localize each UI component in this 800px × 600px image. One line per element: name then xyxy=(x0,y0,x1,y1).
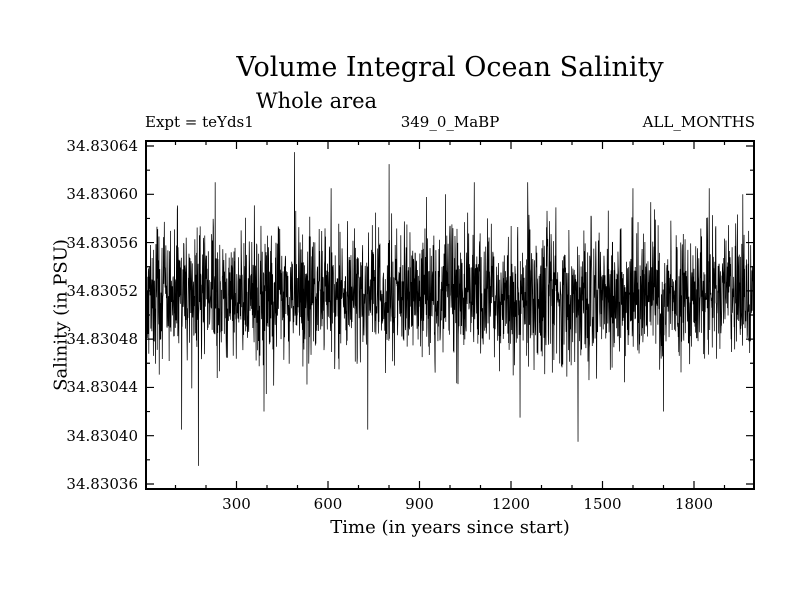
x-tick-label: 1500 xyxy=(583,495,622,513)
y-tick-label: 34.83052 xyxy=(66,281,138,300)
x-tick-label: 1200 xyxy=(491,495,531,513)
y-tick-label: 34.83036 xyxy=(66,474,138,493)
y-tick-label: 34.83064 xyxy=(66,137,138,156)
chart-title: Volume Integral Ocean Salinity xyxy=(236,52,664,83)
experiment-label: Expt = teYds1 xyxy=(145,113,254,131)
salinity-timeseries-plot xyxy=(145,140,755,490)
x-tick-label: 600 xyxy=(313,495,343,513)
y-tick-label: 34.83048 xyxy=(66,330,138,349)
y-tick-label: 34.83044 xyxy=(66,378,138,397)
x-tick-label: 900 xyxy=(405,495,434,513)
x-axis-title: Time (in years since start) xyxy=(330,517,570,538)
y-tick-label: 34.83060 xyxy=(66,185,138,204)
x-tick-label: 1800 xyxy=(674,495,714,513)
y-axis-title: Salinity (in PSU) xyxy=(50,239,72,391)
dataset-label: 349_0_MaBP xyxy=(400,113,500,131)
y-tick-label: 34.83040 xyxy=(66,426,138,445)
salinity-series-line xyxy=(145,152,755,466)
x-tick-label: 300 xyxy=(222,495,251,513)
months-label: ALL_MONTHS xyxy=(642,113,755,131)
plot-area xyxy=(145,140,755,490)
y-tick-label: 34.83056 xyxy=(66,233,138,252)
chart-subtitle: Whole area xyxy=(256,89,378,113)
